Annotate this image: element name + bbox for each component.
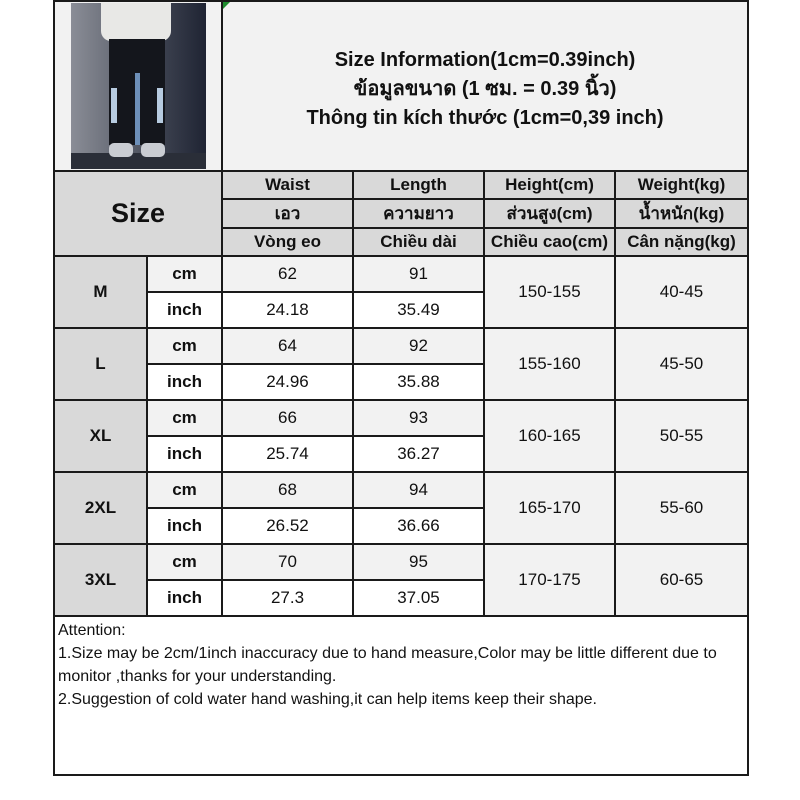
product-photo-cell	[53, 0, 223, 172]
cell-comment-marker	[224, 3, 230, 9]
col-length-th: ความยาว	[352, 198, 485, 229]
waist-inch: 27.3	[221, 579, 354, 617]
product-photo	[70, 3, 206, 169]
unit-inch: inch	[146, 579, 223, 617]
size-chart: Size Information(1cm=0.39inch) ข้อมูลขนา…	[52, 0, 750, 776]
waist-inch: 26.52	[221, 507, 354, 545]
unit-cm: cm	[146, 255, 223, 293]
col-length-en: Length	[352, 170, 485, 200]
height-range: 155-160	[483, 327, 616, 401]
length-cm: 94	[352, 471, 485, 509]
unit-inch: inch	[146, 363, 223, 401]
title-english: Size Information(1cm=0.39inch)	[334, 49, 636, 71]
size-label: L	[53, 327, 148, 401]
table-row: 3XL cm 70 95 170-175 60-65	[53, 543, 750, 617]
col-waist-vi: Vòng eo	[221, 227, 354, 257]
weight-range: 60-65	[613, 543, 750, 617]
col-height-en: Height(cm)	[483, 170, 616, 200]
weight-range: 45-50	[613, 327, 750, 401]
length-inch: 35.88	[352, 363, 485, 401]
weight-range: 55-60	[613, 471, 750, 545]
waist-cm: 64	[221, 327, 354, 365]
table-row: inch 27.3 37.05	[54, 579, 748, 617]
table-row: inch 25.74 36.27	[54, 435, 748, 473]
length-cm: 93	[352, 399, 485, 437]
table-row: inch 24.96 35.88	[54, 363, 748, 401]
waist-cm: 62	[221, 255, 354, 293]
size-table: Size Information(1cm=0.39inch) ข้อมูลขนา…	[52, 0, 750, 776]
attention-note: 1.Size may be 2cm/1inch inaccuracy due t…	[58, 645, 717, 685]
waist-cm: 68	[221, 471, 354, 509]
col-weight-th: น้ำหนัก(kg)	[613, 198, 750, 229]
waist-inch: 24.96	[221, 363, 354, 401]
waist-cm: 70	[221, 543, 354, 581]
size-header: Size	[53, 170, 223, 257]
table-row: XL cm 66 93 160-165 50-55	[53, 399, 750, 473]
col-height-th: ส่วนสูง(cm)	[483, 198, 616, 229]
weight-range: 40-45	[613, 255, 750, 329]
col-height-vi: Chiều cao(cm)	[483, 227, 616, 257]
size-info-title: Size Information(1cm=0.39inch) ข้อมูลขนา…	[220, 0, 750, 172]
unit-inch: inch	[146, 507, 223, 545]
table-row: inch 24.18 35.49	[54, 291, 748, 329]
attention-notes: Attention: 1.Size may be 2cm/1inch inacc…	[52, 615, 750, 776]
table-row: inch 26.52 36.66	[54, 507, 748, 545]
unit-cm: cm	[146, 327, 223, 365]
height-range: 165-170	[483, 471, 616, 545]
unit-inch: inch	[146, 291, 223, 329]
length-inch: 35.49	[352, 291, 485, 329]
waist-inch: 25.74	[221, 435, 354, 473]
size-label: M	[53, 255, 148, 329]
waist-inch: 24.18	[221, 291, 354, 329]
length-cm: 91	[352, 255, 485, 293]
size-label: XL	[53, 399, 148, 473]
length-inch: 36.66	[352, 507, 485, 545]
size-label: 3XL	[53, 543, 148, 617]
length-cm: 95	[352, 543, 485, 581]
unit-inch: inch	[146, 435, 223, 473]
col-weight-vi: Cân nặng(kg)	[613, 227, 750, 257]
title-vietnamese: Thông tin kích thước (1cm=0,39 inch)	[306, 107, 664, 129]
height-range: 150-155	[483, 255, 616, 329]
col-waist-en: Waist	[221, 170, 354, 200]
attention-heading: Attention:	[58, 622, 126, 639]
table-row: 2XL cm 68 94 165-170 55-60	[53, 471, 750, 545]
unit-cm: cm	[146, 543, 223, 581]
weight-range: 50-55	[613, 399, 750, 473]
attention-note: 2.Suggestion of cold water hand washing,…	[58, 691, 597, 708]
col-length-vi: Chiều dài	[352, 227, 485, 257]
unit-cm: cm	[146, 399, 223, 437]
height-range: 170-175	[483, 543, 616, 617]
unit-cm: cm	[146, 471, 223, 509]
waist-cm: 66	[221, 399, 354, 437]
title-thai: ข้อมูลขนาด (1 ซม. = 0.39 นิ้ว)	[353, 78, 617, 100]
length-cm: 92	[352, 327, 485, 365]
col-weight-en: Weight(kg)	[613, 170, 750, 200]
size-label: 2XL	[53, 471, 148, 545]
length-inch: 36.27	[352, 435, 485, 473]
col-waist-th: เอว	[221, 198, 354, 229]
length-inch: 37.05	[352, 579, 485, 617]
height-range: 160-165	[483, 399, 616, 473]
